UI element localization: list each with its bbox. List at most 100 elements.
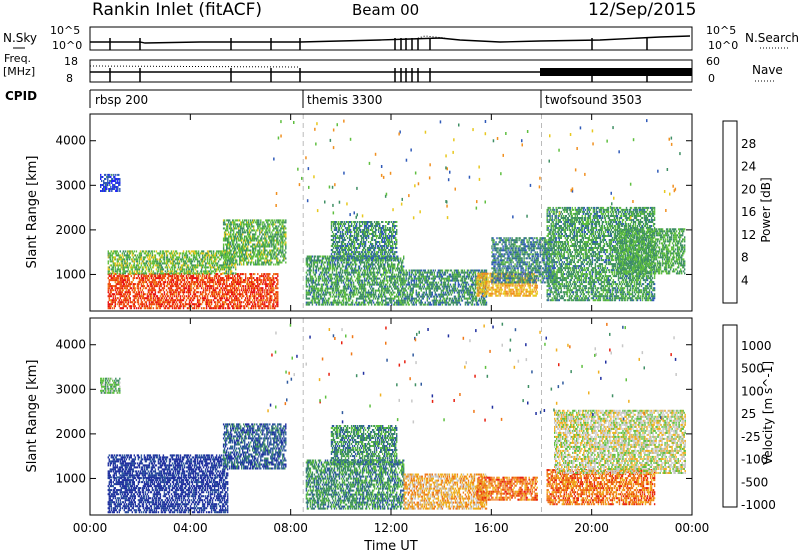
echo-cell [220, 281, 221, 283]
echo-cell [169, 307, 170, 309]
echo-cell [163, 268, 164, 270]
echo-cell [261, 240, 262, 242]
echo-cell [223, 246, 224, 248]
echo-cell [235, 250, 236, 252]
echo-cell [263, 264, 264, 266]
echo-cell [164, 252, 165, 254]
echo-cell [235, 266, 236, 268]
echo-cell [122, 287, 123, 289]
echo-cell [197, 266, 198, 268]
echo-cell [219, 266, 220, 268]
echo-cell [146, 281, 147, 283]
echo-cell [198, 283, 199, 285]
echo-cell [132, 268, 133, 270]
echo-cell [255, 233, 256, 235]
echo-cell [113, 174, 114, 176]
echo-cell [259, 244, 260, 246]
echo-cell [139, 260, 140, 262]
echo-cell [260, 256, 261, 258]
echo-cell [268, 262, 269, 264]
echo-cell [148, 285, 149, 287]
echo-cell [225, 262, 226, 264]
echo-cell [130, 285, 131, 287]
echo-cell [260, 291, 261, 293]
echo-cell [246, 291, 247, 293]
echo-cell [114, 272, 115, 274]
echo-cell [250, 254, 251, 256]
echo-cell [228, 240, 229, 242]
echo-cell [156, 305, 157, 307]
echo-cell [129, 254, 130, 256]
echo-cell [285, 242, 286, 244]
echo-cell [129, 295, 130, 297]
echo-cell [253, 307, 254, 309]
echo-cell [205, 281, 206, 283]
freq-label-2: [MHz] [3, 65, 35, 78]
echo-cell [280, 219, 281, 221]
echo-cell [261, 279, 262, 281]
echo-cell [117, 262, 118, 264]
echo-cell [224, 279, 225, 281]
echo-cell [184, 281, 185, 283]
nsky-tick-top: 10^5 [50, 24, 80, 37]
echo-cell [235, 303, 236, 305]
echo-cell [215, 295, 216, 297]
echo-cell [191, 301, 192, 303]
echo-cell [245, 277, 246, 279]
echo-cell [282, 250, 283, 252]
echo-cell [233, 225, 234, 227]
echo-cell [260, 219, 261, 221]
echo-cell [235, 279, 236, 281]
echo-cell [197, 272, 198, 274]
echo-cell [160, 262, 161, 264]
station-title: Rankin Inlet (fitACF) [92, 0, 262, 20]
echo-cell [122, 262, 123, 264]
echo-cell [164, 254, 165, 256]
echo-cell [118, 260, 119, 262]
echo-cell [240, 303, 241, 305]
echo-cell [209, 283, 210, 285]
echo-cell [187, 277, 188, 279]
echo-cell [258, 303, 259, 305]
echo-cell [165, 307, 166, 309]
echo-cell [187, 254, 188, 256]
echo-cell [285, 219, 286, 221]
cpid-segment-0: rbsp 200 [95, 93, 148, 107]
echo-cell [179, 260, 180, 262]
echo-cell [148, 295, 149, 297]
echo-cell [136, 256, 137, 258]
echo-cell [225, 256, 226, 258]
echo-cell [284, 225, 285, 227]
echo-cell [242, 256, 243, 258]
echo-cell [135, 301, 136, 303]
echo-cell [145, 264, 146, 266]
echo-cell [153, 266, 154, 268]
echo-cell [174, 293, 175, 295]
echo-cell [129, 289, 130, 291]
echo-cell [172, 270, 173, 272]
echo-cell [161, 305, 162, 307]
echo-cell [163, 289, 164, 291]
echo-cell [219, 295, 220, 297]
echo-cell [147, 277, 148, 279]
echo-cell [207, 295, 208, 297]
echo-cell [254, 219, 255, 221]
echo-cell [192, 279, 193, 281]
echo-cell [165, 295, 166, 297]
echo-cell [108, 272, 109, 274]
echo-cell [143, 277, 144, 279]
echo-cell [201, 272, 202, 274]
echo-cell [173, 258, 174, 260]
echo-cell [273, 244, 274, 246]
echo-cell [209, 291, 210, 293]
echo-cell [202, 277, 203, 279]
echo-cell [211, 260, 212, 262]
echo-cell [198, 307, 199, 309]
echo-cell [188, 264, 189, 266]
echo-cell [245, 281, 246, 283]
echo-cell [236, 240, 237, 242]
echo-cell [119, 305, 120, 307]
echo-cell [261, 297, 262, 299]
echo-cell [202, 266, 203, 268]
echo-cell [115, 303, 116, 305]
